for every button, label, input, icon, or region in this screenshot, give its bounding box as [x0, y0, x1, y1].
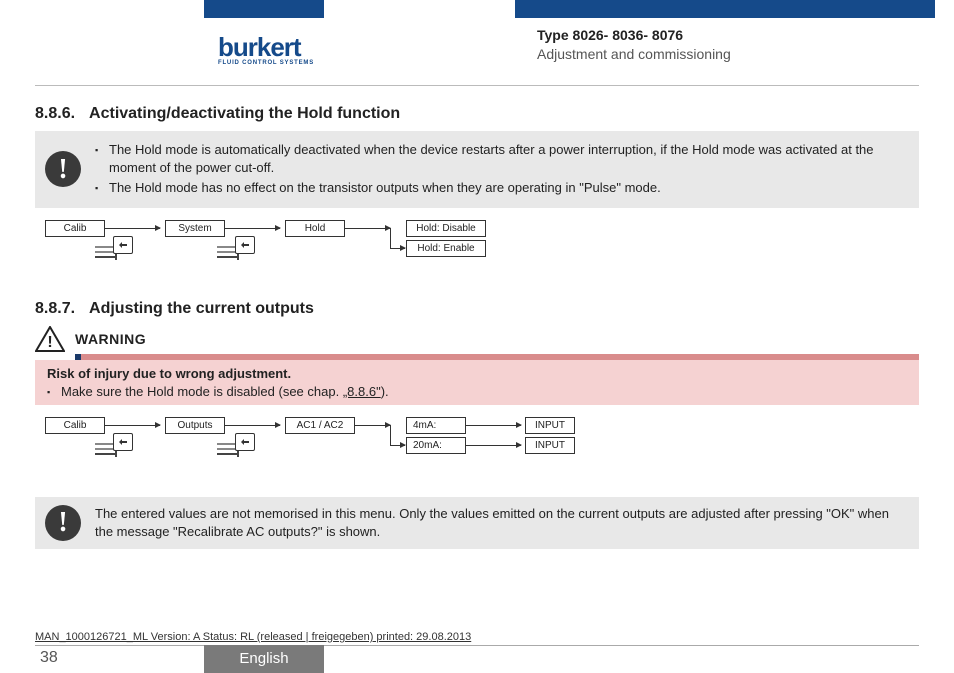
page-header: burkert FLUID CONTROL SYSTEMS Type 8026-… — [0, 27, 954, 87]
header-rule — [35, 85, 919, 86]
header-doc-info: Type 8026- 8036- 8076 Adjustment and com… — [537, 27, 731, 62]
flow-4ma: 4mA: — [406, 417, 466, 434]
flow-hold: Hold — [285, 220, 345, 237]
logo-text: burkert — [218, 32, 314, 63]
exclamation-icon: ! — [45, 505, 81, 541]
arrow-icon — [345, 228, 390, 229]
flow-system: System — [165, 220, 225, 237]
warning-risk-item: Make sure the Hold mode is disabled (see… — [47, 384, 907, 399]
menu-nav-icon — [95, 236, 133, 270]
menu-nav-icon — [95, 433, 133, 467]
flow-outputs: Outputs — [165, 417, 225, 434]
menu-nav-icon — [217, 433, 255, 467]
flow-calib: Calib — [45, 220, 105, 237]
exclamation-icon: ! — [45, 151, 81, 187]
outputs-flow-diagram: Calib Outputs AC1 / AC2 4mA: 20mA: INPUT… — [35, 417, 919, 473]
arrow-icon — [225, 425, 280, 426]
section-887-heading: Adjusting the current outputs — [89, 300, 314, 317]
values-notice-text: The entered values are not memorised in … — [95, 505, 905, 541]
language-tab: English — [204, 645, 324, 673]
flow-calib: Calib — [45, 417, 105, 434]
arrow-icon — [466, 425, 521, 426]
arrow-icon — [105, 228, 160, 229]
flow-20ma: 20mA: — [406, 437, 466, 454]
svg-text:!: ! — [47, 334, 52, 351]
chap-886-link[interactable]: „8.8.6" — [343, 384, 381, 399]
menu-nav-icon — [217, 236, 255, 270]
warning-label: WARNING — [75, 331, 146, 347]
warning-triangle-icon: ! — [35, 326, 65, 352]
warning-body: Risk of injury due to wrong adjustment. … — [35, 360, 919, 405]
flow-input-1: INPUT — [525, 417, 575, 434]
logo-subtitle: FLUID CONTROL SYSTEMS — [218, 60, 314, 66]
section-886-number: 8.8.6. — [35, 105, 75, 122]
flow-hold-enable: Hold: Enable — [406, 240, 486, 257]
section-887-title: 8.8.7. Adjusting the current outputs — [35, 300, 919, 318]
hold-flow-diagram: Calib System Hold Hold: Disable Hold: En… — [35, 220, 919, 276]
doc-metadata: MAN_1000126721_ML Version: A Status: RL … — [35, 631, 954, 643]
warning-header: ! WARNING — [35, 326, 919, 352]
arrow-icon — [390, 445, 405, 446]
notice-bullet-2: The Hold mode has no effect on the trans… — [95, 179, 905, 197]
flow-ac1-ac2: AC1 / AC2 — [285, 417, 355, 434]
page-footer: MAN_1000126721_ML Version: A Status: RL … — [0, 631, 954, 673]
header-brand-bars — [0, 0, 954, 18]
brand-logo: burkert FLUID CONTROL SYSTEMS — [218, 32, 314, 66]
notice-bullet-1: The Hold mode is automatically deactivat… — [95, 141, 905, 177]
flow-input-2: INPUT — [525, 437, 575, 454]
chapter-name: Adjustment and commissioning — [537, 46, 731, 62]
hold-mode-notice: ! The Hold mode is automatically deactiv… — [35, 131, 919, 208]
device-type: Type 8026- 8036- 8076 — [537, 27, 731, 43]
flow-hold-disable: Hold: Disable — [406, 220, 486, 237]
arrow-icon — [355, 425, 390, 426]
page-number: 38 — [40, 649, 58, 667]
arrow-icon — [466, 445, 521, 446]
section-887-number: 8.8.7. — [35, 300, 75, 317]
section-886-title: 8.8.6. Activating/deactivating the Hold f… — [35, 105, 919, 123]
section-886-heading: Activating/deactivating the Hold functio… — [89, 105, 400, 122]
arrow-icon — [225, 228, 280, 229]
arrow-icon — [105, 425, 160, 426]
warning-risk-title: Risk of injury due to wrong adjustment. — [47, 366, 907, 381]
values-notice: ! The entered values are not memorised i… — [35, 497, 919, 549]
arrow-icon — [390, 248, 405, 249]
